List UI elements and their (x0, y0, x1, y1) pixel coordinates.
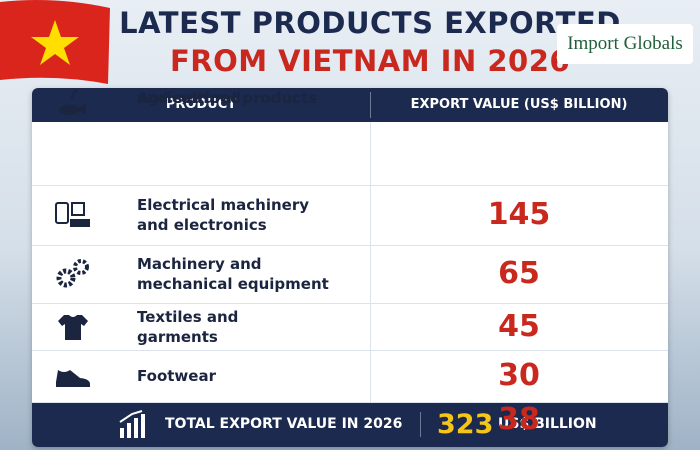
product-name: Agricultural products (137, 89, 318, 107)
total-label: TOTAL EXPORT VALUE IN 2026 (165, 416, 403, 432)
row (32, 303, 668, 351)
row (32, 350, 668, 403)
export-value: 38 (498, 402, 540, 437)
row-icon (56, 370, 90, 387)
product-name: garments (137, 327, 218, 346)
product-name: Electrical machinery (137, 196, 310, 214)
row (32, 245, 668, 304)
row-icon (58, 314, 88, 340)
total-unit: US$ BILLION (498, 416, 597, 432)
row (32, 402, 668, 403)
row-icon (58, 89, 86, 116)
product-name: Textiles and (137, 307, 239, 326)
row (32, 185, 668, 246)
product-name: and seafood (137, 89, 241, 107)
export-value: 145 (487, 197, 551, 232)
product-name: Machinery and (137, 255, 262, 273)
title-line: LATEST PRODUCTS EXPORTED (119, 6, 621, 40)
product-name: and electronics (137, 216, 267, 234)
total-value: 323 (437, 409, 494, 440)
column-header: EXPORT VALUE (US$ BILLION) (410, 97, 628, 112)
total-bar: TOTAL EXPORT VALUE IN 2026 323 US$ BILLI… (32, 402, 668, 447)
export-table: PRODUCT EXPORT VALUE (US$ BILLION) TOTAL… (32, 88, 668, 447)
logo: Import Globals (557, 24, 693, 64)
product-name: mechanical equipment (137, 275, 329, 293)
flag (0, 0, 110, 84)
row-icon (55, 202, 90, 227)
export-value: 30 (498, 358, 540, 393)
row-icon (56, 259, 89, 288)
column-header: PRODUCT (165, 97, 237, 112)
title-line: FROM VIETNAM IN 2026 (169, 44, 571, 78)
export-value: 65 (498, 256, 540, 291)
product-name: Footwear (137, 367, 216, 385)
export-value: 45 (498, 309, 540, 344)
